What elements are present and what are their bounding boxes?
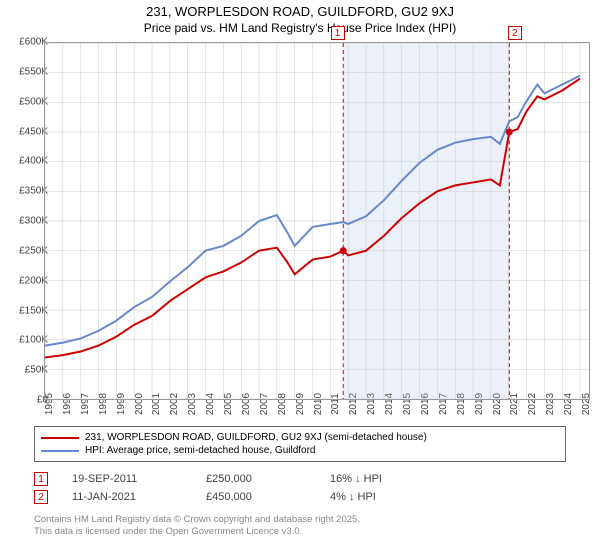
sale-price: £450,000	[206, 491, 306, 503]
legend: 231, WORPLESDON ROAD, GUILDFORD, GU2 9XJ…	[34, 426, 566, 462]
legend-row: HPI: Average price, semi-detached house,…	[41, 444, 559, 457]
legend-label: 231, WORPLESDON ROAD, GUILDFORD, GU2 9XJ…	[85, 432, 427, 443]
sale-date: 19-SEP-2011	[72, 473, 182, 485]
chart-svg	[45, 43, 589, 399]
sales-table: 1 19-SEP-2011 £250,000 16% ↓ HPI 2 11-JAN-202…	[34, 470, 566, 506]
attribution: Contains HM Land Registry data © Crown c…	[34, 514, 566, 539]
sale-price: £250,000	[206, 473, 306, 485]
sale-delta: 16% ↓ HPI	[330, 473, 382, 485]
legend-swatch	[41, 437, 79, 439]
chart-plot-area	[44, 42, 590, 400]
sale-date: 11-JAN-2021	[72, 491, 182, 503]
chart-title: 231, WORPLESDON ROAD, GUILDFORD, GU2 9XJ	[0, 0, 600, 19]
sale-row: 1 19-SEP-2011 £250,000 16% ↓ HPI	[34, 470, 566, 488]
legend-swatch	[41, 450, 79, 452]
sale-marker-2: 2	[508, 26, 522, 40]
sale-marker-1: 1	[331, 26, 345, 40]
attribution-line: Contains HM Land Registry data © Crown c…	[34, 514, 566, 526]
legend-row: 231, WORPLESDON ROAD, GUILDFORD, GU2 9XJ…	[41, 431, 559, 444]
attribution-line: This data is licensed under the Open Gov…	[34, 526, 566, 538]
legend-label: HPI: Average price, semi-detached house,…	[85, 445, 316, 456]
sale-marker-icon: 1	[34, 472, 48, 486]
sale-row: 2 11-JAN-2021 £450,000 4% ↓ HPI	[34, 488, 566, 506]
sale-delta: 4% ↓ HPI	[330, 491, 376, 503]
sale-marker-icon: 2	[34, 490, 48, 504]
